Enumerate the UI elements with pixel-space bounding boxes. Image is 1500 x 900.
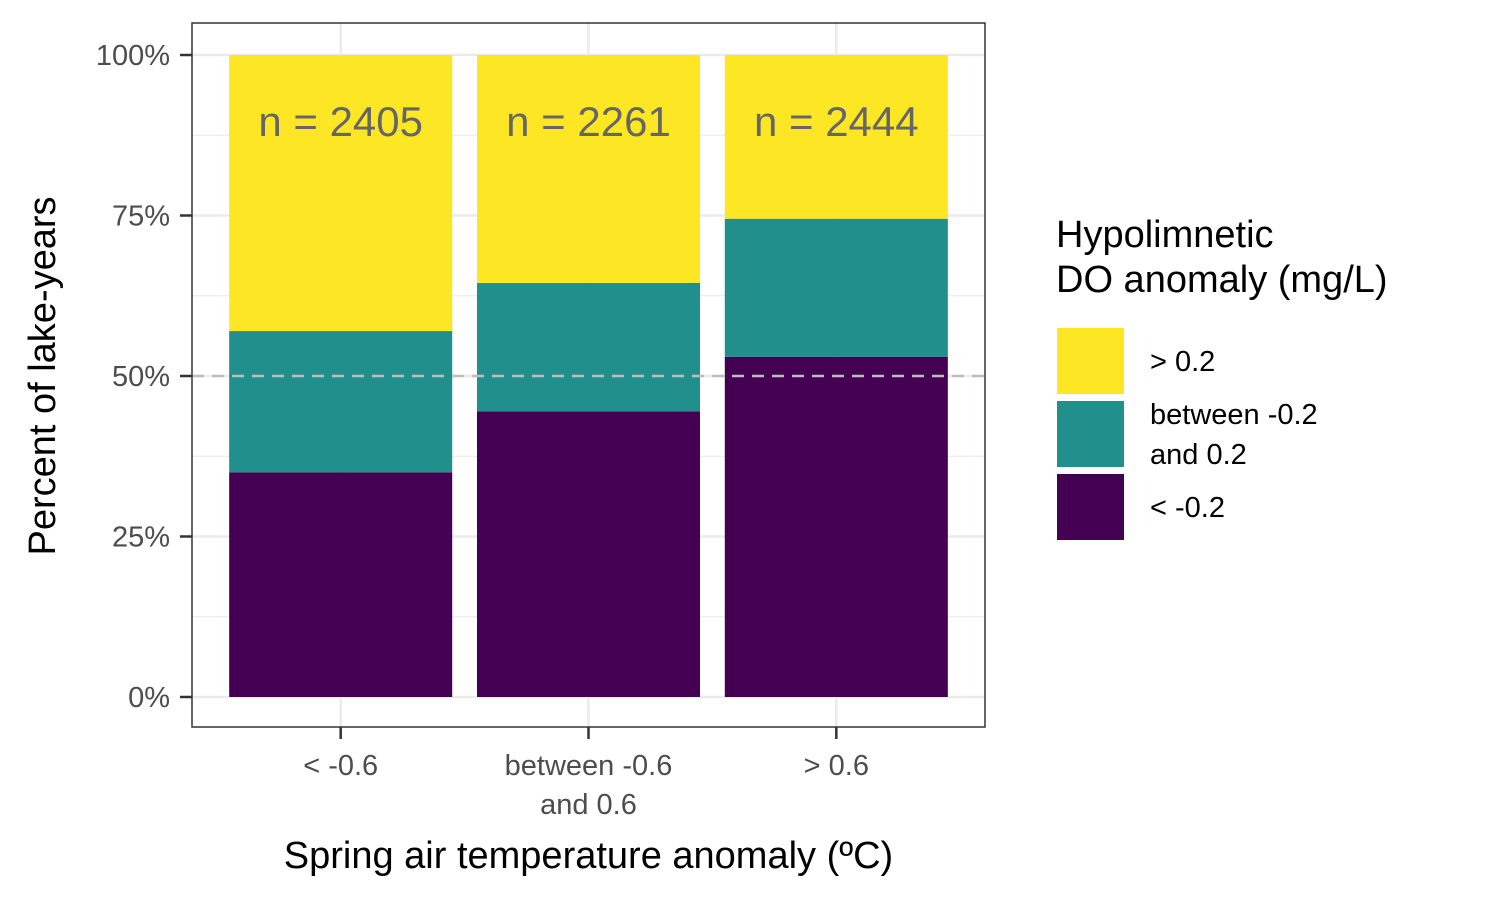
x-tick-label: > 0.6: [804, 750, 869, 782]
bars: [229, 55, 948, 697]
y-tick-label: 100%: [96, 40, 170, 72]
x-tick-label: < -0.6: [303, 750, 378, 782]
bar-segment: [724, 356, 948, 697]
y-tick-label: 75%: [112, 201, 170, 233]
bar-segment: [724, 218, 948, 357]
legend-label: > 0.2: [1150, 346, 1215, 378]
sample-size-label: n = 2405: [258, 98, 423, 145]
bar-segment: [476, 282, 701, 412]
legend-label: between -0.2 and 0.2: [1150, 399, 1318, 471]
legend: Hypolimnetic DO anomaly (mg/L) > 0.2 betwee…: [1056, 214, 1388, 540]
y-axis-title: Percent of lake-years: [22, 196, 64, 555]
legend-key: [1057, 474, 1124, 540]
bar-segment: [229, 472, 453, 697]
legend-key: [1057, 328, 1124, 394]
bar-segment: [229, 331, 453, 473]
legend-key: [1057, 401, 1124, 467]
x-tick-label: between -0.6 and 0.6: [505, 750, 673, 821]
bar-segment: [476, 411, 701, 697]
x-axis-title: Spring air temperature anomaly (ºC): [284, 835, 893, 877]
legend-title: Hypolimnetic DO anomaly (mg/L): [1056, 214, 1388, 301]
bar-segment: [229, 55, 453, 332]
sample-size-label: n = 2261: [506, 98, 671, 145]
y-tick-label: 50%: [112, 361, 170, 393]
legend-label: < -0.2: [1150, 492, 1225, 524]
bar-segment: [476, 55, 701, 283]
bar-segment: [724, 55, 948, 219]
y-tick-label: 25%: [112, 522, 170, 554]
y-tick-label: 0%: [128, 682, 170, 714]
sample-size-label: n = 2444: [754, 98, 919, 145]
